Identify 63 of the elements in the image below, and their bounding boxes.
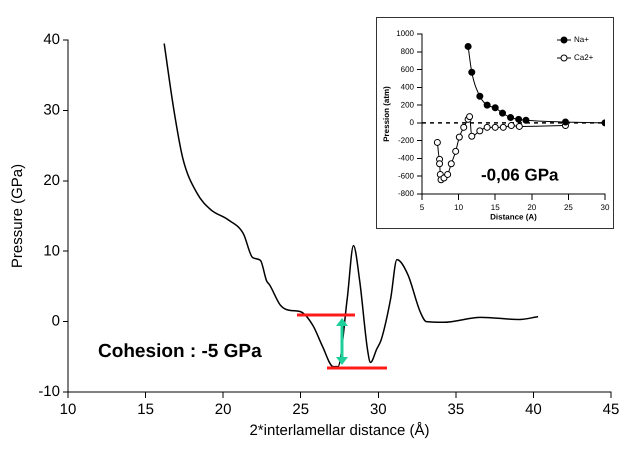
- x-tick-label: 30: [600, 203, 610, 212]
- x-axis-title: Distance (A): [490, 212, 538, 222]
- point: [448, 160, 455, 168]
- x-tick-label: 30: [370, 401, 387, 418]
- point: [516, 122, 523, 130]
- point: [484, 102, 491, 109]
- x-tick-label: 25: [292, 401, 310, 418]
- point: [434, 138, 441, 146]
- point: [444, 170, 452, 178]
- point: [436, 160, 444, 168]
- annotation: -0,06 GPa: [481, 166, 560, 185]
- point: [499, 110, 506, 117]
- y-tick-label: 30: [43, 102, 60, 119]
- legend-label: Na+: [574, 35, 590, 44]
- y-tick-label: 600: [400, 64, 415, 74]
- y-tick-label: -400: [398, 154, 415, 163]
- point: [492, 124, 499, 131]
- y-tick-label: 40: [43, 31, 60, 48]
- x-tick-label: 40: [525, 401, 542, 418]
- y-tick-label: -600: [398, 171, 415, 180]
- x-tick-label: 15: [490, 203, 500, 212]
- y-tick-label: -10: [38, 383, 60, 400]
- point: [460, 124, 468, 131]
- x-axis-title: 2*interlamellar distance (Å): [249, 421, 430, 440]
- y-tick-label: 200: [400, 100, 415, 110]
- point: [515, 116, 522, 123]
- x-tick-label: 5: [420, 203, 425, 212]
- y-tick-label: 20: [43, 172, 60, 189]
- y-tick-label: 10: [43, 242, 60, 260]
- point: [500, 124, 507, 131]
- x-tick-label: 25: [564, 203, 574, 212]
- x-tick-label: 15: [137, 401, 154, 418]
- y-axis-title: Pression (atm): [382, 86, 392, 142]
- x-tick-label: 10: [60, 401, 76, 418]
- annotation: Cohesion : -5 GPa: [98, 341, 262, 362]
- y-tick-label: 1000: [396, 29, 415, 38]
- y-tick-label: 800: [400, 46, 415, 56]
- point: [484, 124, 491, 131]
- point: [507, 114, 514, 122]
- y-tick-label: 0: [410, 118, 415, 128]
- y-tick-label: 400: [400, 82, 415, 92]
- x-tick-label: 35: [448, 401, 464, 418]
- point: [466, 113, 474, 120]
- point: [476, 127, 484, 134]
- point: [456, 134, 463, 141]
- point: [522, 116, 530, 124]
- y-axis-title: Pressure (GPa): [9, 164, 26, 268]
- point: [492, 104, 499, 112]
- point: [452, 148, 460, 155]
- point: [562, 118, 569, 126]
- point: [468, 68, 476, 76]
- y-tick-label: -200: [398, 136, 415, 145]
- point: [476, 92, 484, 100]
- point: [464, 42, 472, 50]
- x-tick-label: 20: [527, 203, 537, 212]
- legend-label: Ca2+: [574, 53, 594, 62]
- point: [468, 132, 476, 140]
- x-tick-label: 10: [454, 203, 464, 212]
- y-tick-label: 0: [52, 312, 60, 330]
- point: [508, 122, 515, 130]
- y-tick-label: -800: [398, 189, 415, 198]
- x-tick-label: 20: [214, 401, 232, 418]
- x-tick-label: 45: [602, 401, 620, 418]
